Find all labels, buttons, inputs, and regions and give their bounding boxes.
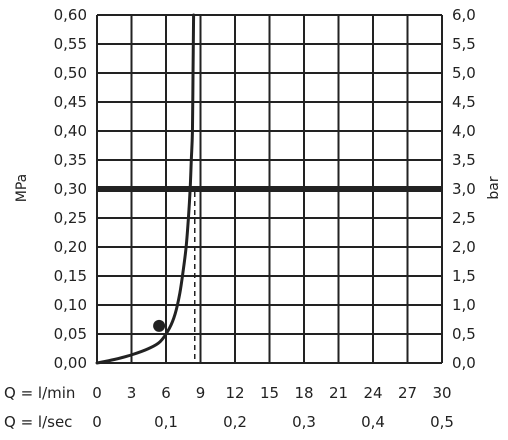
right-tick-label: 3,5 [452,151,476,169]
right-tick-label: 1,0 [452,296,476,314]
x-tick-label-lmin: 9 [196,384,206,402]
left-tick-label: 0,60 [54,6,87,24]
right-tick-label: 1,5 [452,267,476,285]
right-tick-label: 2,0 [452,238,476,256]
x-tick-label-lmin: 12 [225,384,244,402]
x-tick-label-lsec: 0,2 [223,413,247,431]
left-axis-label: MPa [14,174,30,202]
right-tick-label: 4,0 [452,122,476,140]
x-axis-lmin-label: Q = l/min [4,384,75,402]
left-axis-ticks: 0,00 0,05 0,10 0,15 0,20 0,25 0,30 0,35 0,40 0,45… [54,6,87,372]
x-tick-label-lmin: 21 [329,384,348,402]
right-tick-label: 2,5 [452,209,476,227]
right-axis-label: bar [486,176,502,199]
right-axis-ticks: 0,0 0,5 1,0 1,5 2,0 2,5 3,0 3,5 4,0 4,5 5,0 5,5 6,0 [452,6,476,372]
x-axis-lmin-ticks: 0 3 6 9 12 15 18 21 24 27 30 [92,384,451,402]
reference-lines [97,186,442,363]
x-tick-label-lsec: 0 [92,413,102,431]
left-tick-label: 0,55 [54,35,87,53]
left-tick-label: 0,30 [54,180,87,198]
left-tick-label: 0,45 [54,93,87,111]
x-tick-label-lsec: 0,1 [154,413,178,431]
series-layer [95,13,196,365]
x-tick-label-lsec: 0,4 [361,413,385,431]
right-tick-label: 3,0 [452,180,476,198]
right-tick-label: 0,5 [452,325,476,343]
x-tick-label-lsec: 0,5 [430,413,454,431]
left-tick-label: 0,40 [54,122,87,140]
left-tick-label: 0,00 [54,354,87,372]
x-tick-label-lmin: 30 [432,384,451,402]
x-tick-label-lsec: 0,3 [292,413,316,431]
x-axis-lsec-label: Q = l/sec [4,413,72,431]
left-tick-label: 0,15 [54,267,87,285]
right-tick-label: 4,5 [452,93,476,111]
x-tick-label-lmin: 18 [294,384,313,402]
right-tick-label: 5,0 [452,64,476,82]
x-tick-label-lmin: 3 [127,384,137,402]
left-tick-label: 0,05 [54,325,87,343]
left-tick-label: 0,10 [54,296,87,314]
x-tick-label-lmin: 6 [161,384,171,402]
x-tick-label-lmin: 0 [92,384,102,402]
left-tick-label: 0,50 [54,64,87,82]
left-tick-label: 0,25 [54,209,87,227]
right-tick-label: 0,0 [452,354,476,372]
curve-marker-point [153,319,166,332]
left-tick-label: 0,20 [54,238,87,256]
flow-curve [95,13,196,365]
x-tick-label-lmin: 24 [363,384,382,402]
x-tick-label-lmin: 15 [260,384,279,402]
x-axis-lsec-ticks: 0 0,1 0,2 0,3 0,4 0,5 [92,413,454,431]
left-tick-label: 0,35 [54,151,87,169]
right-tick-label: 6,0 [452,6,476,24]
x-tick-label-lmin: 27 [398,384,417,402]
right-tick-label: 5,5 [452,35,476,53]
